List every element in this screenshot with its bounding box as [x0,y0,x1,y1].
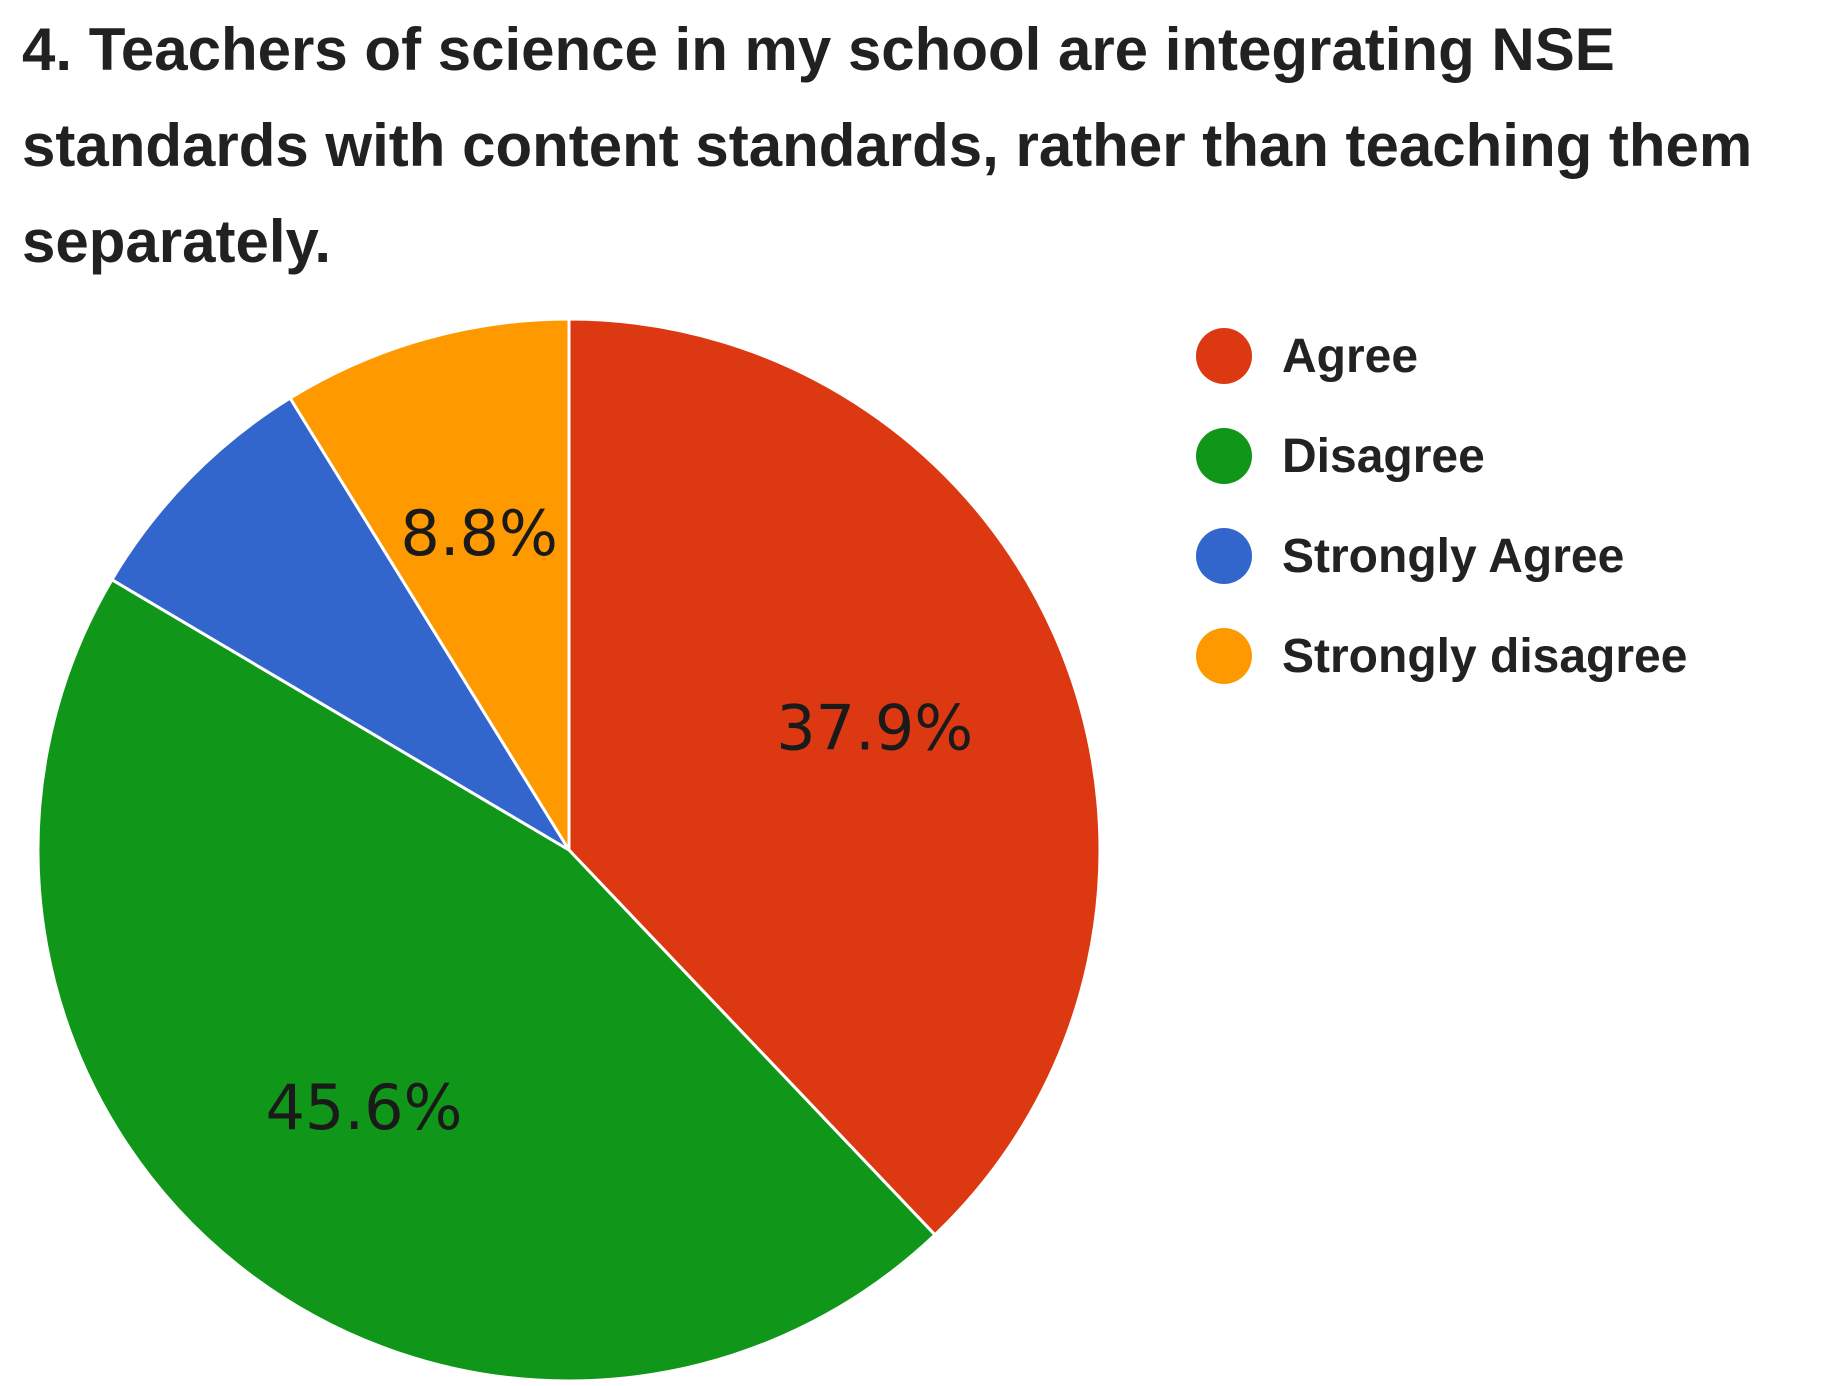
legend-label-strongly-disagree: Strongly disagree [1282,629,1688,683]
legend-swatch-strongly-disagree [1196,628,1252,684]
chart-title: 4. Teachers of science in my school are … [22,16,1753,275]
legend-item-strongly-disagree: Strongly disagree [1196,606,1687,706]
legend-label-strongly-agree: Strongly Agree [1282,529,1625,583]
slice-label-disagree: 45.6% [265,1071,462,1144]
pie-slice-disagree [36,578,937,1383]
legend-swatch-agree [1196,328,1252,384]
slice-label-strongly-disagree: 8.8% [400,497,558,570]
legend-swatch-strongly-agree [1196,528,1252,584]
legend-label-agree: Agree [1282,329,1419,383]
legend-swatch-disagree [1196,428,1252,484]
pie-slices [36,317,1102,1383]
legend-item-disagree: Disagree [1196,406,1687,506]
legend-item-agree: Agree [1196,306,1687,406]
legend-item-strongly-agree: Strongly Agree [1196,506,1687,606]
chart-legend: Agree Disagree Strongly Agree Strongly disa… [1196,306,1687,706]
legend-label-disagree: Disagree [1282,429,1485,483]
pie-slice-strongly-agree [110,396,571,852]
pie-slice-strongly-disagree [288,317,571,852]
pie-slice-labels: 37.9% 45.6% 8.8% [265,497,973,1144]
slice-label-agree: 37.9% [776,691,973,764]
pie-slice-agree [567,317,1102,1237]
